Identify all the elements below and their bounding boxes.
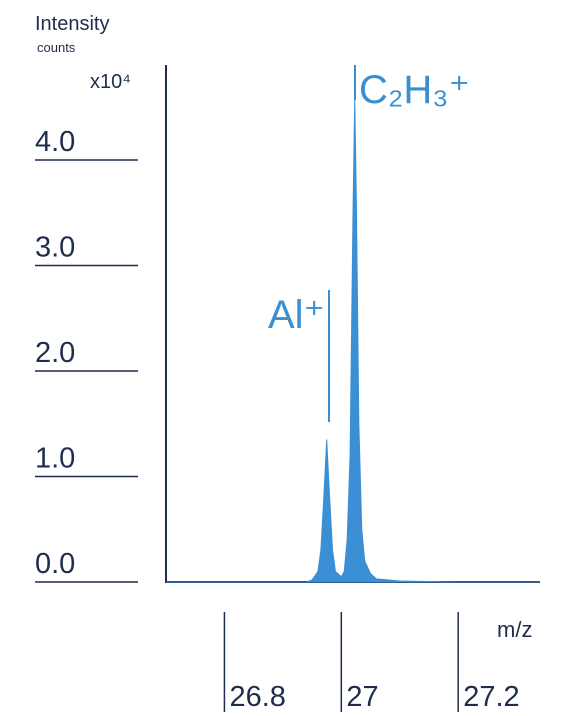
x-tick-label: 26.8 (229, 681, 285, 713)
y-multiplier: x10⁴ (90, 71, 131, 93)
y-tick-label: 4.0 (35, 126, 75, 158)
annotation: C₂H₃⁺ (359, 68, 470, 112)
y-tick-label: 1.0 (35, 442, 75, 474)
y-tick-label: 2.0 (35, 337, 75, 369)
y-tick-label: 3.0 (35, 231, 75, 263)
x-label: m/z (497, 617, 532, 642)
annotation: Al⁺ (268, 293, 325, 337)
y-units: counts (37, 40, 76, 55)
y-label: Intensity (35, 13, 109, 35)
x-tick-label: 27 (346, 681, 378, 713)
y-tick-label: 0.0 (35, 548, 75, 580)
x-tick-label: 27.2 (463, 681, 519, 713)
spectrum-area (166, 96, 540, 583)
